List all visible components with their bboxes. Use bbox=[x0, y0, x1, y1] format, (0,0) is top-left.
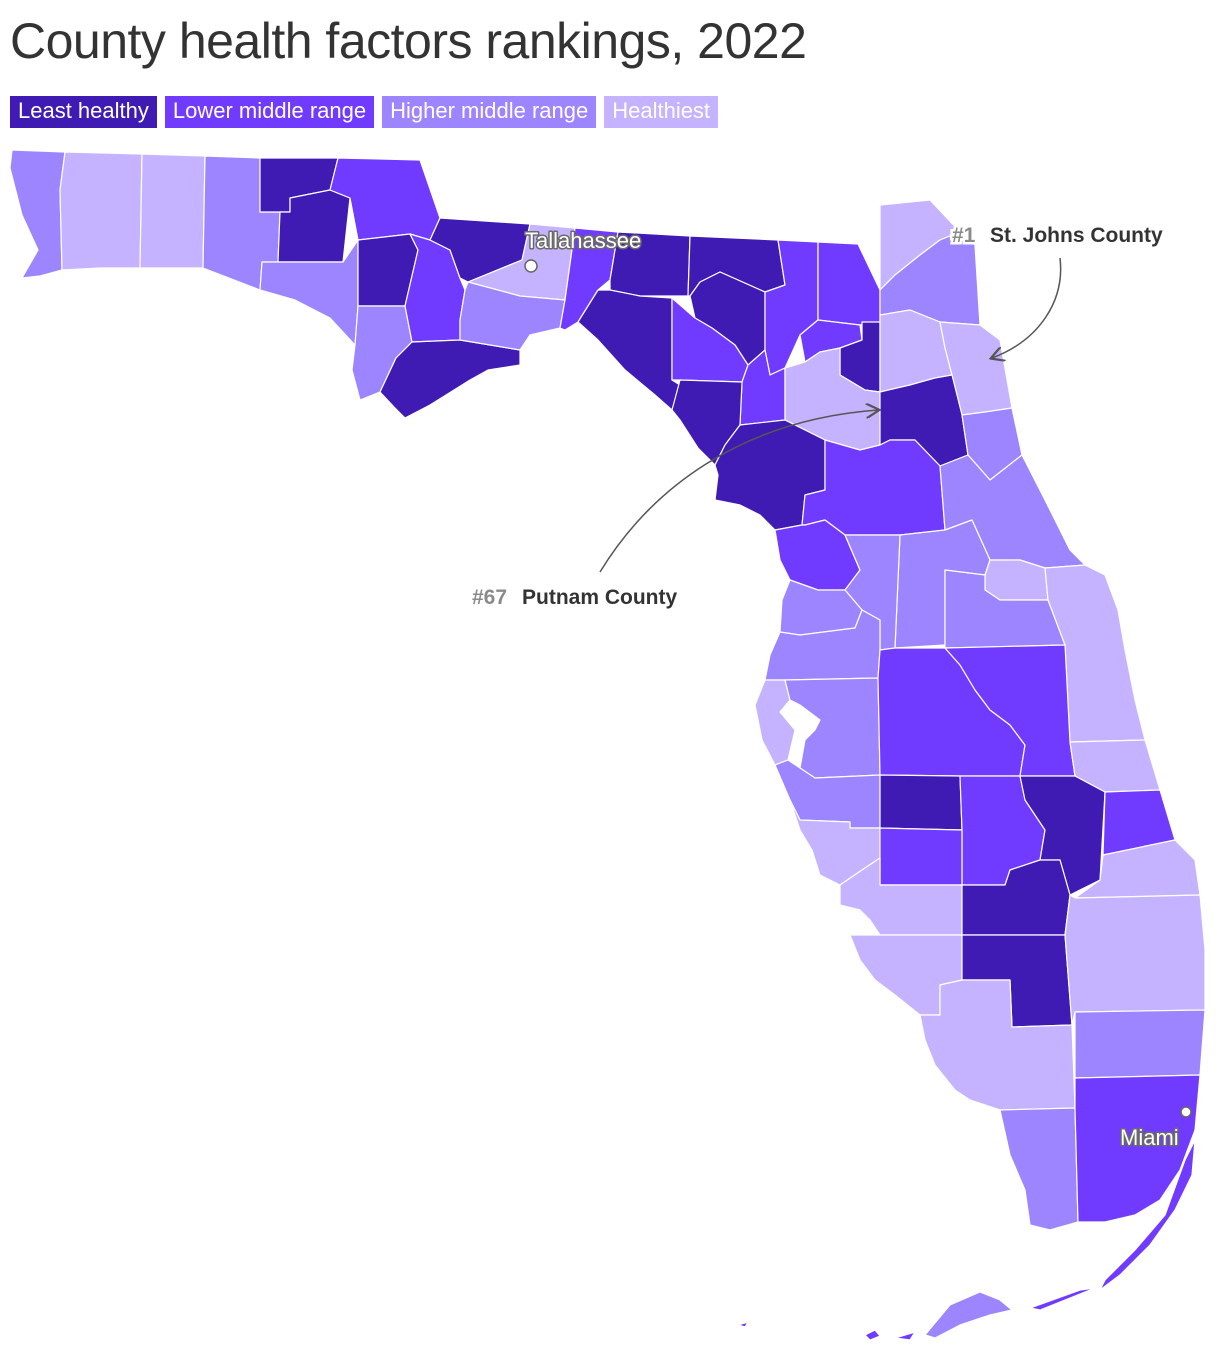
county-okaloosa bbox=[139, 153, 206, 269]
putnam-rank: #67 bbox=[472, 586, 507, 609]
st-johns-label: St. Johns County bbox=[990, 224, 1163, 247]
county-miami-dade bbox=[1074, 1074, 1201, 1223]
county-baker bbox=[817, 241, 881, 326]
county-hardee bbox=[879, 774, 963, 831]
county-monroe bbox=[999, 1107, 1079, 1231]
legend-higher-middle: Higher middle range bbox=[382, 96, 597, 128]
county-broward bbox=[1074, 1009, 1206, 1079]
st-johns-arrow bbox=[992, 257, 1062, 358]
county-palm-beach bbox=[1064, 894, 1206, 1026]
legend: Least healthy Lower middle range Higher … bbox=[10, 96, 719, 128]
miami-label: Miami bbox=[1120, 1125, 1179, 1150]
keys-west bbox=[737, 1321, 916, 1341]
county-seminole bbox=[984, 559, 1049, 601]
county-osceola bbox=[944, 644, 1076, 777]
putnam-label: Putnam County bbox=[522, 586, 677, 609]
miami-marker bbox=[1180, 1106, 1192, 1118]
county-wakulla bbox=[459, 281, 566, 351]
tallahassee-label: Tallahassee bbox=[525, 228, 641, 253]
tallahassee-marker bbox=[524, 259, 538, 273]
legend-least-healthy: Least healthy bbox=[10, 96, 157, 128]
keys-upper bbox=[1099, 1139, 1196, 1291]
st-johns-rank: #1 bbox=[952, 224, 976, 247]
keys-middle bbox=[1029, 1287, 1096, 1311]
putnam-arrow bbox=[599, 410, 878, 573]
county-escambia bbox=[9, 149, 66, 279]
county-taylor bbox=[577, 289, 681, 411]
county-desoto bbox=[879, 827, 963, 886]
legend-lower-middle: Lower middle range bbox=[164, 96, 375, 128]
keys-lower bbox=[924, 1291, 1013, 1339]
county-collier bbox=[919, 979, 1076, 1111]
page-title: County health factors rankings, 2022 bbox=[10, 13, 807, 69]
county-hillsborough bbox=[784, 677, 881, 779]
county-brevard bbox=[1044, 564, 1146, 743]
legend-healthiest: Healthiest bbox=[604, 96, 719, 128]
county-santa-rosa bbox=[59, 151, 143, 271]
